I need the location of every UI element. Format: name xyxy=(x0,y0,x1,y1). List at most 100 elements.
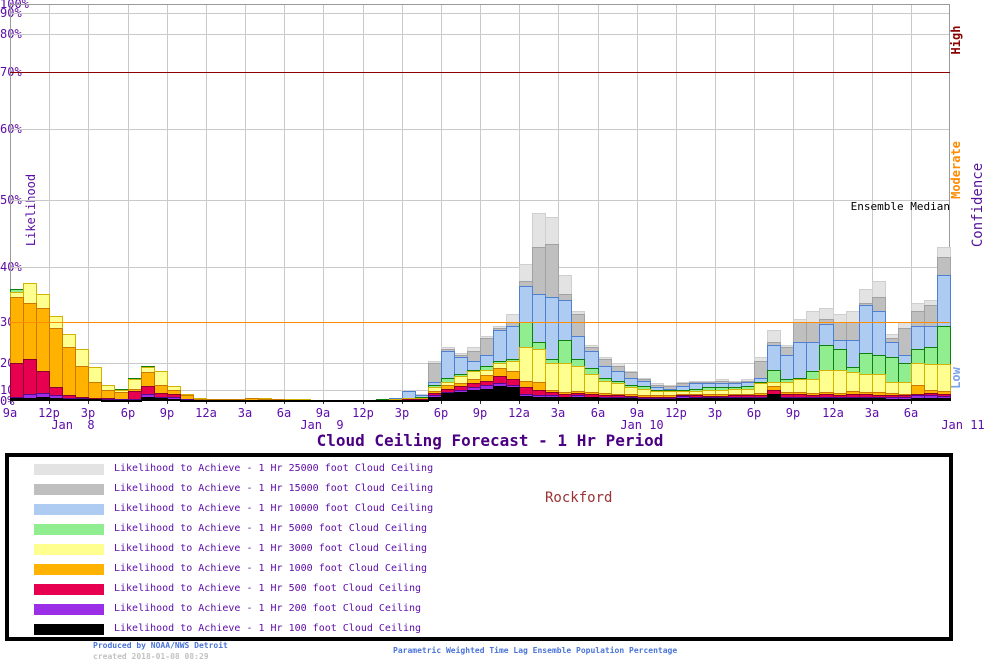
x-tick-label: 3a xyxy=(237,406,253,420)
x-tick-label: 3a xyxy=(550,406,566,420)
x-tick-label: 6p xyxy=(433,406,449,420)
x-tick-mark xyxy=(10,401,11,404)
x-tick-label: 3p xyxy=(80,406,96,420)
x-tick-mark xyxy=(558,401,559,404)
x-tick-label: 12p xyxy=(665,406,687,420)
x-tick-mark xyxy=(206,401,207,404)
x-tick-label: 6a xyxy=(903,406,919,420)
x-tick-label: 9p xyxy=(785,406,801,420)
bar-segment-100ft xyxy=(141,397,155,401)
x-tick-mark xyxy=(793,401,794,404)
bar-segment-100ft xyxy=(271,400,285,402)
legend-label: Likelihood to Achieve - 1 Hr 5000 foot C… xyxy=(114,523,428,534)
x-tick-mark xyxy=(519,401,520,404)
legend-box: Likelihood to Achieve - 1 Hr 25000 foot … xyxy=(5,453,953,641)
bar-segment-100ft xyxy=(598,398,612,401)
bar-segment-100ft xyxy=(611,398,625,401)
gridline-v xyxy=(128,4,129,401)
x-tick-mark xyxy=(754,401,755,404)
bar-segment-100ft xyxy=(49,398,63,401)
bar-segment-100ft xyxy=(519,396,533,401)
bar-segment-100ft xyxy=(545,397,559,401)
bar-segment-100ft xyxy=(441,393,455,401)
bar-segment-100ft xyxy=(167,399,181,401)
legend-label: Likelihood to Achieve - 1 Hr 25000 foot … xyxy=(114,463,434,474)
bar-segment-100ft xyxy=(506,387,520,401)
bar-segment-100ft xyxy=(467,390,481,401)
gridline-h xyxy=(10,13,950,14)
legend-swatch xyxy=(34,604,104,615)
legend-swatch xyxy=(34,504,104,515)
legend-label: Likelihood to Achieve - 1 Hr 15000 foot … xyxy=(114,483,434,494)
gridline-v xyxy=(167,4,168,401)
bar-segment-100ft xyxy=(924,398,938,401)
bar-segment-100ft xyxy=(402,400,416,402)
reference-line-30 xyxy=(10,322,950,323)
bar-segment-100ft xyxy=(637,399,651,401)
bar-segment-100ft xyxy=(232,400,246,402)
gridline-v xyxy=(637,4,638,401)
bar-segment-500ft xyxy=(10,363,24,401)
bar-segment-100ft xyxy=(88,399,102,401)
bar-segment-100ft xyxy=(780,398,794,401)
bar-segment-100ft xyxy=(219,400,233,402)
gridline-v xyxy=(206,4,207,401)
x-tick-label: 9p xyxy=(159,406,175,420)
bar-segment-100ft xyxy=(297,400,311,402)
x-tick-mark xyxy=(833,401,834,404)
x-date-label: Jan 9 xyxy=(300,418,344,432)
legend-swatch xyxy=(34,464,104,475)
x-tick-mark xyxy=(49,401,50,404)
gridline-v xyxy=(676,4,677,401)
x-tick-mark xyxy=(323,401,324,404)
bar-segment-100ft xyxy=(558,397,572,401)
gridline-v xyxy=(284,4,285,401)
plot-border-left xyxy=(10,4,11,401)
legend-label: Likelihood to Achieve - 1 Hr 1000 foot C… xyxy=(114,563,428,574)
bar-segment-100ft xyxy=(859,398,873,401)
legend-label: Likelihood to Achieve - 1 Hr 100 foot Cl… xyxy=(114,623,422,634)
ensemble-median-annotation: Ensemble Median xyxy=(850,200,950,213)
bar-segment-100ft xyxy=(793,398,807,401)
x-tick-mark xyxy=(480,401,481,404)
bar-segment-100ft xyxy=(180,400,194,402)
bar-segment-100ft xyxy=(480,389,494,401)
bar-segment-100ft xyxy=(898,399,912,401)
gridline-v xyxy=(833,4,834,401)
bar-segment-100ft xyxy=(101,400,115,402)
gridline-v xyxy=(754,4,755,401)
bar-segment-100ft xyxy=(363,400,377,402)
gridline-v xyxy=(793,4,794,401)
x-tick-mark xyxy=(598,401,599,404)
bar-segment-100ft xyxy=(193,400,207,402)
chart-title: Cloud Ceiling Forecast - 1 Hr Period xyxy=(316,431,664,450)
bar-segment-100ft xyxy=(75,399,89,401)
gridline-v xyxy=(872,4,873,401)
bar-segment-100ft xyxy=(428,397,442,401)
plot-border-right xyxy=(949,4,950,401)
bar-segment-100ft xyxy=(846,398,860,401)
x-tick-label: 3p xyxy=(707,406,723,420)
x-tick-label: 9a xyxy=(315,406,331,420)
gridline-v xyxy=(598,4,599,401)
plot-border-top xyxy=(10,4,950,5)
bar-segment-100ft xyxy=(663,399,677,401)
bar-segment-100ft xyxy=(323,400,337,402)
bar-segment-100ft xyxy=(389,400,403,402)
bar-segment-100ft xyxy=(114,400,129,402)
x-date-label: Jan 11 xyxy=(941,418,985,432)
legend-label: Likelihood to Achieve - 1 Hr 3000 foot C… xyxy=(114,543,428,554)
gridline-h xyxy=(10,200,950,201)
bar-segment-100ft xyxy=(911,398,925,401)
plot-area xyxy=(10,4,951,402)
x-tick-label: 9a xyxy=(629,406,645,420)
confidence-low-label: Low xyxy=(949,367,963,389)
x-tick-mark xyxy=(402,401,403,404)
x-tick-mark xyxy=(637,401,638,404)
bar-segment-100ft xyxy=(767,394,781,401)
x-tick-label: 12p xyxy=(38,406,60,420)
bar-segment-100ft xyxy=(206,400,220,402)
bar-segment-100ft xyxy=(741,398,755,401)
reference-line-70 xyxy=(10,72,950,73)
